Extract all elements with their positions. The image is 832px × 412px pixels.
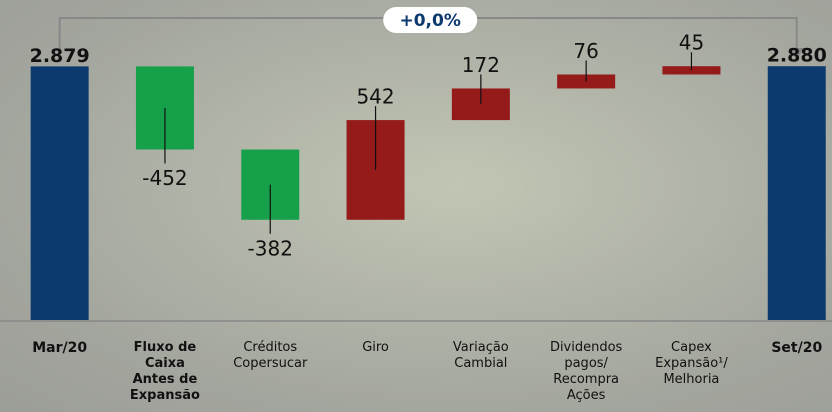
bar (31, 66, 89, 320)
x-tick-label: Mar/20 (14, 340, 106, 356)
chart: +0,0% 2.879 -452 -382 542 172 76 45 2.880 Mar/20… (0, 0, 832, 412)
value-label: 2.879 (30, 45, 90, 67)
x-tick-label: Dividendos pagos/ Recompra Ações (540, 340, 632, 404)
x-tick-label: Variação Cambial (435, 340, 527, 372)
x-tick-label: Set/20 (751, 340, 832, 356)
annotation: +0,0% (399, 11, 460, 31)
x-tick-label: Giro (330, 340, 422, 356)
x-tick-label: Capex Expansão¹/ Melhoria (645, 340, 737, 388)
value-label: 172 (462, 53, 500, 77)
value-label: 542 (356, 85, 394, 109)
bar (768, 66, 826, 320)
value-label: 45 (679, 31, 704, 55)
value-label: -382 (248, 236, 293, 260)
value-label: 2.880 (767, 45, 827, 67)
value-label: -452 (142, 166, 187, 190)
x-tick-label: Créditos Copersucar (224, 340, 316, 372)
x-tick-label: Fluxo de Caixa Antes de Expansão (125, 340, 205, 404)
value-label: 76 (573, 39, 598, 63)
